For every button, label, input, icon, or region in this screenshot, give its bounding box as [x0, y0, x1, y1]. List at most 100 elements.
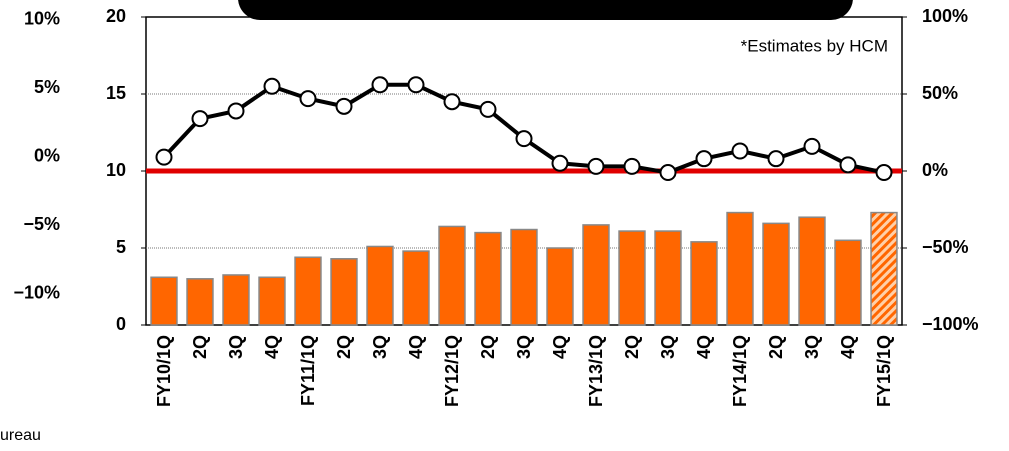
x-tick: 3Q — [802, 335, 822, 359]
x-tick-label: 3Q — [658, 335, 678, 359]
x-tick-label: 3Q — [226, 335, 246, 359]
y2-tick-label: 100% — [922, 6, 968, 26]
title-box — [238, 0, 853, 20]
y3-tick-label: 5% — [34, 77, 60, 97]
bar — [762, 222, 790, 326]
line-point — [515, 130, 533, 148]
x-tick: 2Q — [478, 335, 498, 359]
bar — [546, 247, 574, 326]
x-tick: 3Q — [514, 335, 534, 359]
y3-tick-label: 10% — [24, 8, 60, 28]
x-tick-label: 3Q — [802, 335, 822, 359]
y-tick-label: 0 — [116, 314, 126, 334]
x-tick: FY15/1Q — [874, 335, 894, 407]
y-tick-label: 15 — [106, 83, 126, 103]
x-tick-label: 3Q — [514, 335, 534, 359]
x-tick: FY12/1Q — [442, 335, 462, 407]
line-point — [191, 110, 209, 128]
line-point — [479, 100, 497, 118]
bar — [618, 230, 646, 326]
line-point — [587, 157, 605, 175]
bar — [510, 228, 538, 326]
line-point — [551, 154, 569, 172]
x-tick-label: 2Q — [622, 335, 642, 359]
x-tick: 4Q — [838, 335, 858, 359]
line-point — [767, 150, 785, 168]
x-tick-label: FY15/1Q — [874, 335, 894, 407]
x-tick-label: 4Q — [838, 335, 858, 359]
bar — [366, 245, 394, 326]
line-point — [371, 76, 389, 94]
y2-tick-label: −50% — [922, 237, 969, 257]
bar — [690, 241, 718, 326]
bar — [870, 211, 898, 326]
x-tick-label: 2Q — [334, 335, 354, 359]
y2-tick-label: −100% — [922, 314, 979, 334]
line-point — [875, 164, 893, 182]
x-tick-label: 3Q — [370, 335, 390, 359]
y2-tick-label: 0% — [922, 160, 948, 180]
x-tick: 3Q — [658, 335, 678, 359]
y3-tick-label: −5% — [23, 214, 60, 234]
line-point — [155, 148, 173, 166]
bar — [654, 230, 682, 326]
line-point — [263, 77, 281, 95]
x-tick: 2Q — [622, 335, 642, 359]
x-tick-label: FY10/1Q — [154, 335, 174, 407]
x-tick-label: 4Q — [262, 335, 282, 359]
x-tick: 4Q — [406, 335, 426, 359]
x-tick-label: FY13/1Q — [586, 335, 606, 407]
y-tick-label: 10 — [106, 160, 126, 180]
x-tick: 2Q — [334, 335, 354, 359]
x-tick: 4Q — [694, 335, 714, 359]
x-tick: FY11/1Q — [298, 335, 318, 406]
x-tick-label: FY12/1Q — [442, 335, 462, 407]
annotation: *Estimates by HCM — [741, 36, 888, 55]
x-tick: 3Q — [226, 335, 246, 359]
bar — [222, 274, 250, 326]
line-point — [299, 90, 317, 108]
line-point — [695, 150, 713, 168]
x-tick-label: 2Q — [478, 335, 498, 359]
line-point — [731, 142, 749, 160]
x-tick-label: 4Q — [694, 335, 714, 359]
line-point — [227, 102, 245, 120]
x-tick: FY14/1Q — [730, 335, 750, 407]
bar — [834, 239, 862, 326]
bar — [186, 278, 214, 326]
line-point — [659, 164, 677, 182]
x-tick-label: 4Q — [406, 335, 426, 359]
y-tick-label: 20 — [106, 6, 126, 26]
bar — [438, 225, 466, 326]
x-tick-label: 2Q — [190, 335, 210, 359]
x-tick-label: 2Q — [766, 335, 786, 359]
x-tick: 3Q — [370, 335, 390, 359]
bar — [402, 250, 430, 326]
source: ureau — [0, 427, 41, 444]
bar — [150, 276, 178, 326]
x-tick: 4Q — [550, 335, 570, 359]
x-tick: 2Q — [190, 335, 210, 359]
bar — [330, 258, 358, 326]
x-tick-label: 4Q — [550, 335, 570, 359]
y-tick-label: 5 — [116, 237, 126, 257]
x-tick: FY13/1Q — [586, 335, 606, 407]
bar — [726, 211, 754, 326]
x-tick-label: FY11/1Q — [298, 335, 318, 406]
line-point — [335, 97, 353, 115]
y2-tick-label: 50% — [922, 83, 958, 103]
line-point — [407, 76, 425, 94]
y3-tick-label: 0% — [34, 145, 60, 165]
x-tick: 4Q — [262, 335, 282, 359]
line-point — [803, 137, 821, 155]
y3-tick-label: −10% — [13, 282, 60, 302]
bar — [798, 216, 826, 326]
bar — [474, 231, 502, 326]
x-tick: FY10/1Q — [154, 335, 174, 407]
bar — [582, 224, 610, 326]
line-point — [839, 156, 857, 174]
line-point — [443, 93, 461, 111]
x-tick: 2Q — [766, 335, 786, 359]
x-tick-label: FY14/1Q — [730, 335, 750, 407]
